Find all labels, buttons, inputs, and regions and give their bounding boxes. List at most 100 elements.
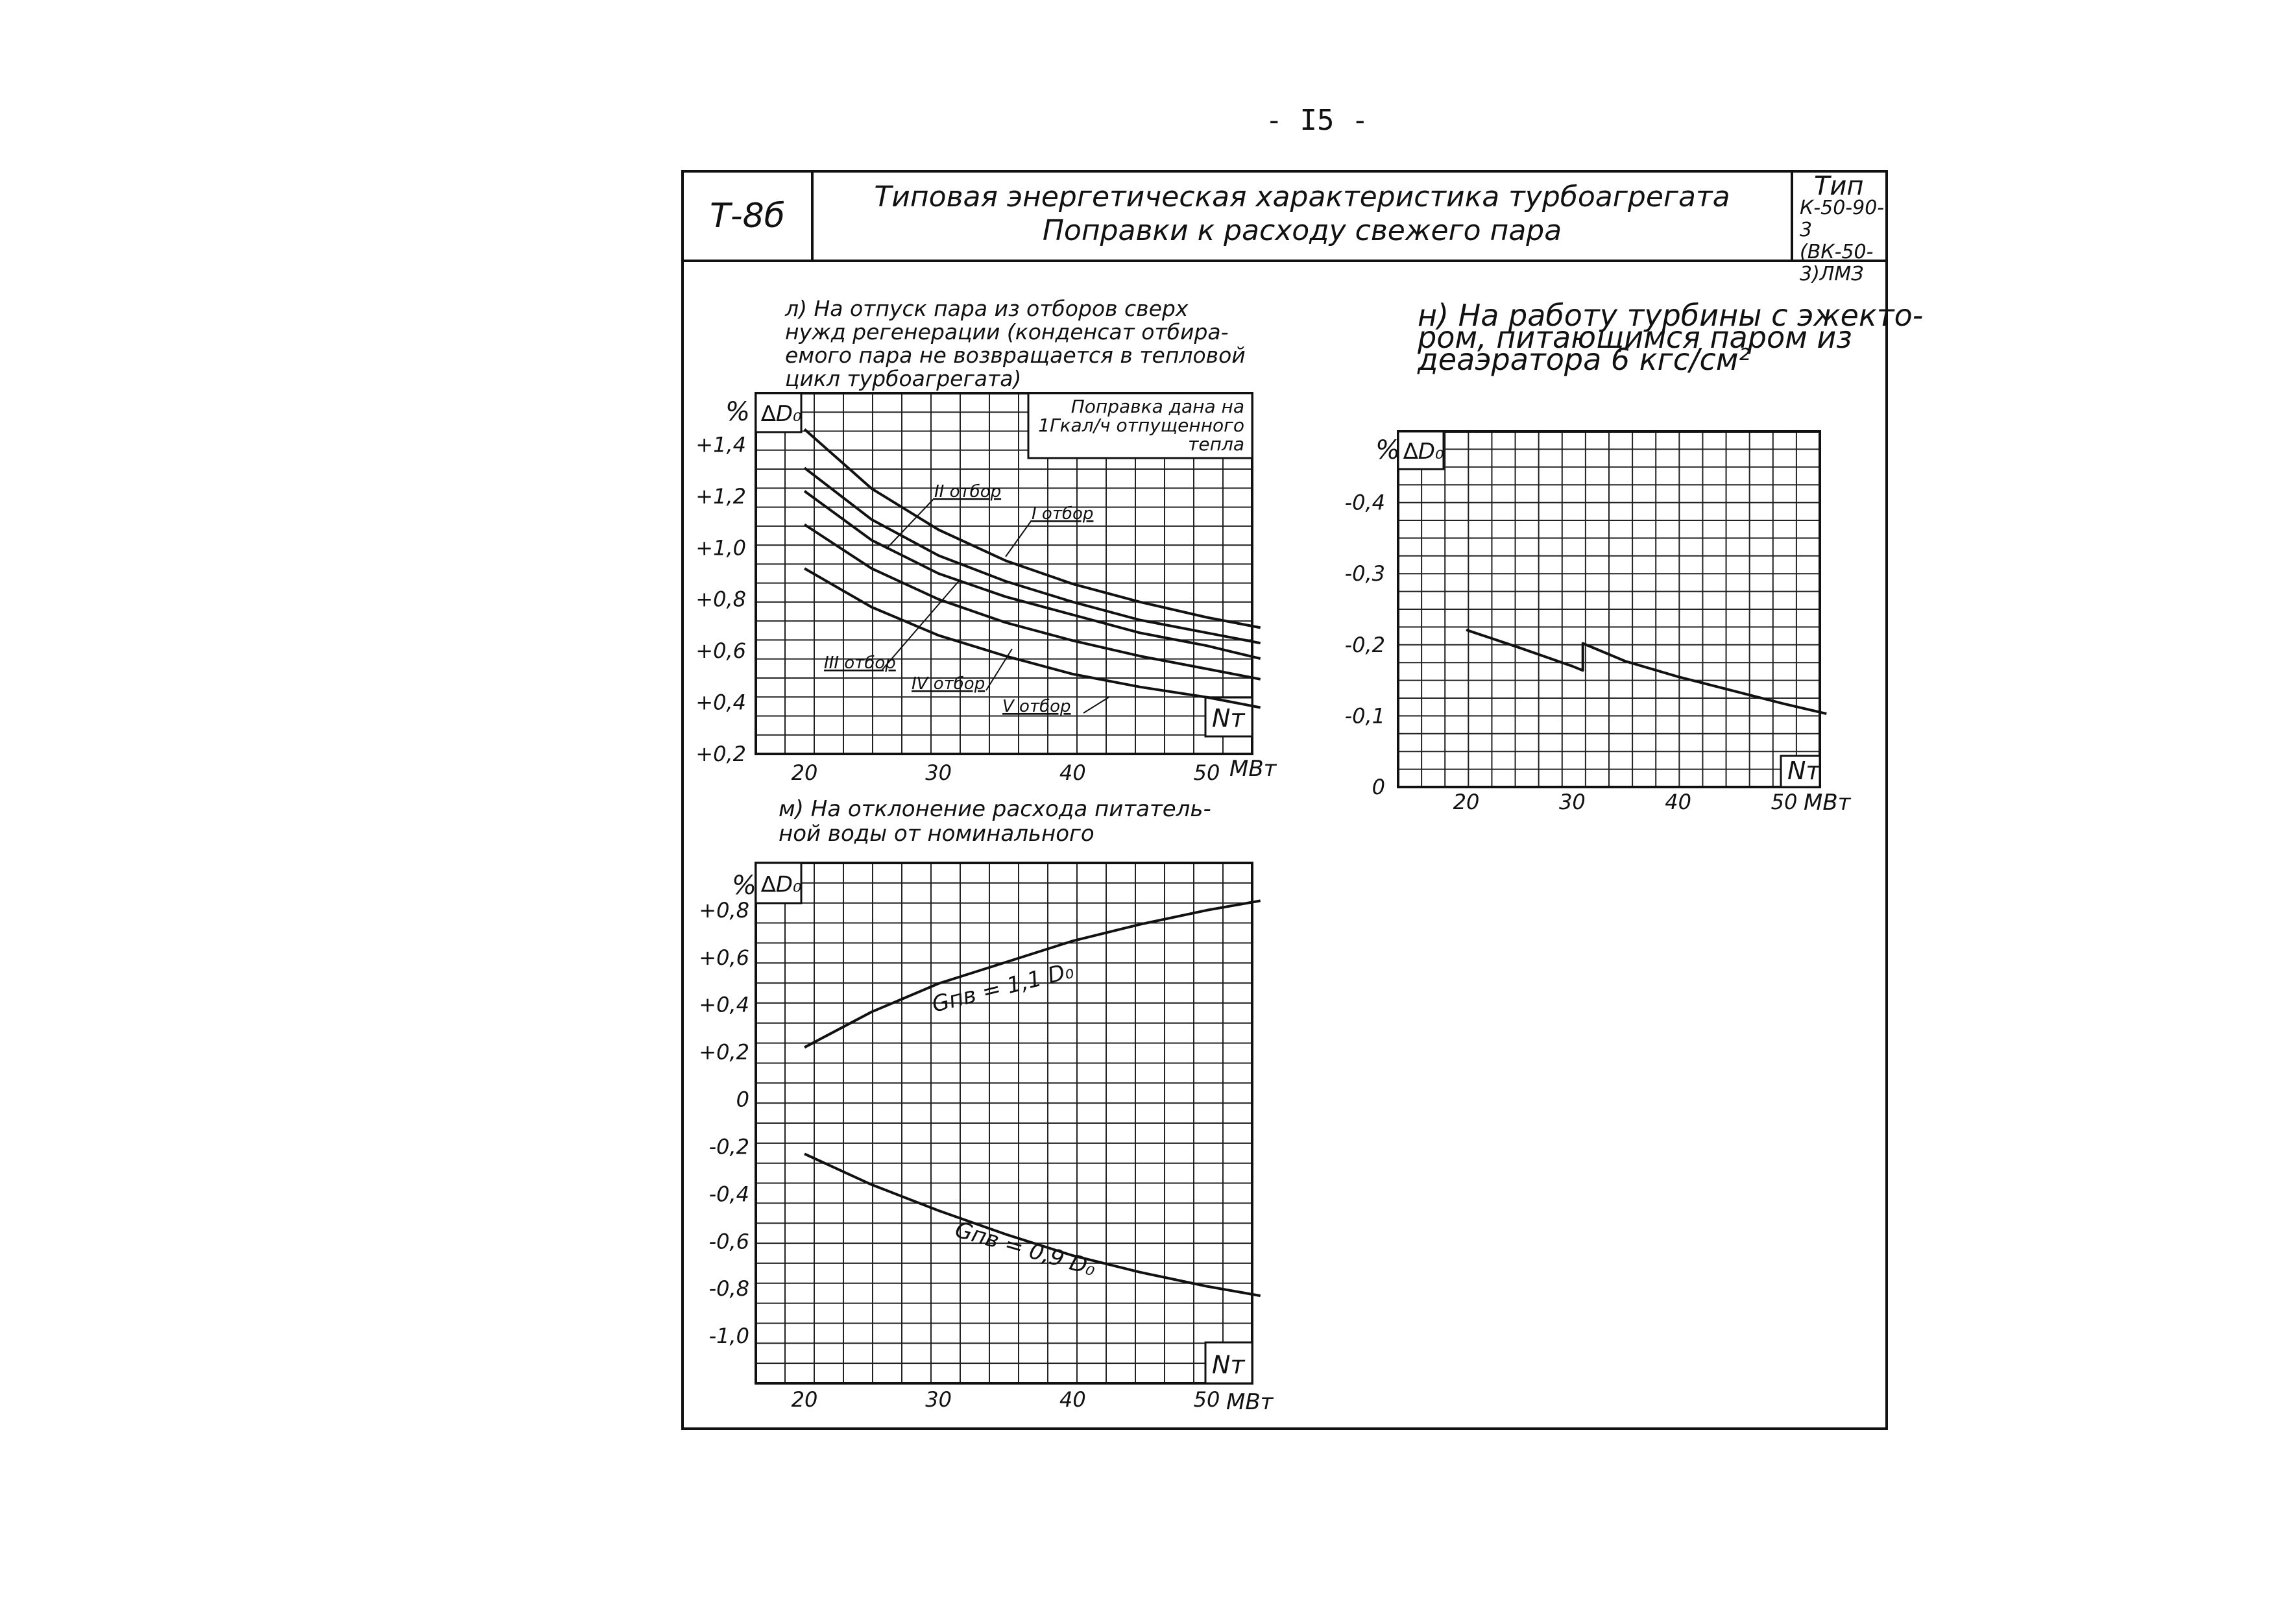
title-line-2: Поправки к расходу свежего пара (1042, 214, 1562, 247)
chart-l-y-tick-label: +0,4 (695, 690, 746, 715)
type-variant: (ВК-50-3)ЛМЗ (1800, 241, 1874, 285)
chart-l-frame (755, 392, 1253, 755)
sheet-title: Типовая энергетическая характеристика ту… (814, 173, 1793, 260)
turbine-type-cell: Тип К-50-90-3 (ВК-50-3)ЛМЗ (1793, 171, 1885, 285)
chart-n-x-symbol-box (1780, 755, 1821, 788)
chart-l-note-line: тепла (1188, 433, 1244, 455)
chart-l-x-tick-label: 20 (792, 760, 818, 785)
chart-n-x-tick-label: 30 (1559, 790, 1586, 814)
chart-n-grid (1397, 431, 1820, 788)
page-number: - I5 - (1265, 104, 1369, 137)
chart-l-note-line: Поправка дана на (1071, 396, 1244, 417)
chart-n-caption-line: н) На работу турбины с эжекто- (1418, 298, 1923, 333)
chart-l-note-box (1027, 392, 1253, 459)
chart-n-x-unit: МВт (1804, 790, 1852, 816)
title-line-1: Типовая энергетическая характеристика ту… (874, 180, 1730, 213)
chart-n-y-tick-label: -0,1 (1345, 703, 1385, 728)
chart-m-y-tick-label: +0,2 (699, 1040, 749, 1065)
chart-n-y-tick-label: -0,2 (1345, 633, 1385, 657)
chart-l-label-leader (886, 498, 935, 550)
chart-l-x-unit: МВт (1229, 756, 1277, 782)
chart-m-x-unit: МВт (1226, 1389, 1274, 1415)
chart-n-caption-line: ром, питающимся паром из (1417, 320, 1852, 355)
chart-m-y-tick-label: -0,8 (709, 1276, 749, 1301)
chart-m-series-2-line (804, 1152, 1261, 1298)
chart-l-series-1-line (803, 428, 1261, 629)
chart-n-x-tick-label: 40 (1665, 790, 1691, 814)
chart-n-x-tick-label: 50 (1771, 790, 1798, 814)
chart-l-series-4-line (803, 523, 1261, 681)
chart-m-y-symbol: ∆D₀ (760, 872, 802, 898)
title-block: Т-8б Типовая энергетическая характеристи… (684, 171, 1885, 285)
chart-m-caption-line: ной воды от номинального (779, 821, 1094, 847)
type-model: К-50-90-3 (1800, 197, 1885, 241)
chart-n-y-symbol-box (1397, 430, 1445, 470)
chart-m-y-tick-label: -0,6 (709, 1229, 749, 1254)
chart-m-y-tick-label: +0,6 (699, 945, 749, 970)
chart-l-x-tick-label: 50 (1194, 760, 1220, 785)
chart-n-y-tick-label: 0 (1372, 775, 1385, 799)
chart-m-y-tick-label: -0,2 (709, 1134, 749, 1159)
chart-m-y-tick-label: +0,4 (699, 993, 749, 1017)
chart-n-x-symbol: Nт (1787, 757, 1821, 785)
chart-l-x-tick-label: 30 (925, 760, 952, 785)
chart-l-caption-line: л) На отпуск пара из отборов сверх (784, 296, 1189, 321)
chart-n-caption-line: деаэратора 6 кгс/см² (1417, 342, 1750, 377)
chart-l-y-tick-label: +0,2 (695, 742, 746, 766)
chart-m-x-tick-label: 30 (925, 1387, 952, 1412)
chart-n-y-symbol: ∆D₀ (1403, 439, 1444, 465)
chart-m-frame (755, 862, 1253, 1385)
chart-l-label-leader (985, 648, 1013, 691)
chart-n-y-tick-label: -0,4 (1345, 491, 1385, 515)
chart-l-x-tick-label: 40 (1059, 760, 1086, 785)
chart-l-y-tick-label: +1,4 (695, 432, 746, 457)
chart-l-series-label: V отбор (1002, 697, 1071, 716)
chart-l-label-leader (1083, 696, 1110, 714)
chart-l-label-leader (1005, 520, 1032, 557)
chart-m-y-tick-label: 0 (736, 1087, 749, 1112)
chart-l-label-leader (882, 579, 961, 670)
chart-l-y-tick-label: +1,0 (695, 535, 746, 560)
chart-l-caption-line: цикл турбоагрегата) (785, 366, 1021, 391)
drawing-sheet: Т-8б Типовая энергетическая характеристи… (681, 170, 1888, 1430)
chart-l-series-label: I отбор (1032, 504, 1093, 524)
chart-l-y-unit: % (725, 397, 750, 427)
chart-n-x-tick-label: 20 (1453, 790, 1480, 814)
chart-m-x-symbol-box (1204, 1341, 1253, 1385)
chart-m-y-unit: % (732, 871, 756, 901)
chart-m-x-tick-label: 20 (792, 1387, 818, 1412)
chart-m-caption-line: м) На отклонение расхода питатель- (779, 796, 1211, 822)
chart-n-y-unit: % (1375, 435, 1400, 465)
chart-m-y-tick-label: +0,8 (699, 898, 749, 923)
chart-m-y-tick-label: -0,4 (709, 1182, 749, 1206)
chart-m-y-symbol-box (755, 862, 803, 904)
chart-m-x-tick-label: 40 (1059, 1387, 1086, 1412)
chart-n-y-tick-label: -0,3 (1345, 561, 1385, 586)
chart-l-caption-line: нужд регенерации (конденсат отбира- (785, 319, 1229, 345)
sheet-code: Т-8б (684, 173, 814, 260)
chart-l-series-3-line (803, 490, 1261, 661)
type-label: Тип (1814, 171, 1864, 201)
chart-l-x-symbol: Nт (1212, 704, 1246, 733)
chart-l-y-tick-label: +0,6 (695, 638, 746, 663)
chart-l-y-symbol-box (755, 392, 803, 433)
chart-n-frame (1397, 430, 1821, 788)
chart-l-caption-line: емого пара не возвращается в тепловой (785, 343, 1246, 368)
chart-m-x-tick-label: 50 (1194, 1387, 1220, 1412)
chart-l-y-tick-label: +0,8 (695, 587, 746, 612)
chart-m-y-tick-label: -1,0 (709, 1324, 749, 1348)
chart-l-y-symbol: ∆D₀ (760, 401, 802, 427)
chart-n-series-1-line (1466, 628, 1827, 716)
chart-l-y-tick-label: +1,2 (695, 484, 746, 509)
chart-l-series-5-line (804, 567, 1261, 709)
chart-l-series-label: II отбор (934, 482, 1001, 502)
chart-l-series-label: III отбор (824, 653, 896, 673)
chart-m-series-1-line (804, 899, 1261, 1049)
chart-l-series-label: IV отбор (912, 674, 985, 694)
chart-m-x-symbol: Nт (1212, 1350, 1246, 1379)
chart-l-note-line: 1Гкал/ч отпущенного (1038, 415, 1244, 436)
chart-l-series-2-line (803, 467, 1261, 645)
